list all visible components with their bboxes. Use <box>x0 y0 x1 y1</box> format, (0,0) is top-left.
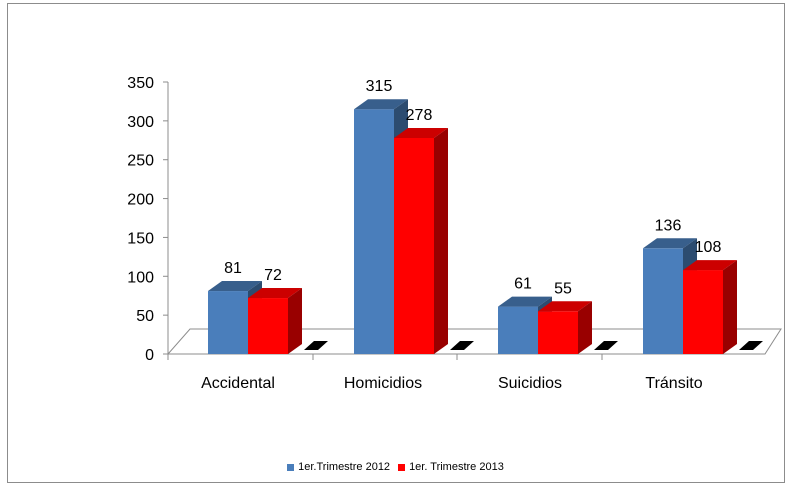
x-category-label: Tránsito <box>645 375 702 392</box>
bar <box>538 311 578 354</box>
x-category-label: Accidental <box>201 375 275 392</box>
bar <box>248 298 288 354</box>
data-label: 72 <box>264 267 282 284</box>
floor-shadow <box>450 341 474 350</box>
bar-top <box>394 127 448 138</box>
bar-side <box>288 288 302 354</box>
bar-top <box>538 301 592 312</box>
bar <box>394 137 434 354</box>
y-tick-label: 200 <box>127 192 154 209</box>
bar-side <box>578 301 592 354</box>
floor-shadow <box>594 341 618 350</box>
bar-top <box>498 296 552 307</box>
bar-top <box>354 99 408 110</box>
bar-top <box>248 288 302 299</box>
data-label: 55 <box>554 280 572 297</box>
bar <box>208 291 248 354</box>
data-label: 136 <box>655 217 682 234</box>
bar-top <box>208 281 262 292</box>
y-tick-label: 100 <box>127 269 154 286</box>
x-category-label: Homicidios <box>344 375 422 392</box>
legend-label: 1er.Trimestre 2012 <box>298 461 391 473</box>
bar-side <box>723 260 737 354</box>
x-category-label: Suicidios <box>498 375 562 392</box>
data-label: 81 <box>224 260 242 277</box>
data-label: 278 <box>406 107 433 124</box>
bar <box>643 248 683 354</box>
legend-item: 1er.Trimestre 2012 <box>287 461 390 473</box>
legend-item: 1er. Trimestre 2013 <box>398 461 504 473</box>
y-tick-label: 150 <box>127 230 154 247</box>
bar-top <box>643 238 697 249</box>
legend-label: 1er. Trimestre 2013 <box>409 461 504 473</box>
data-label: 61 <box>514 276 532 293</box>
floor-shadow <box>739 341 763 350</box>
bar <box>683 270 723 354</box>
y-tick-label: 50 <box>136 308 154 325</box>
y-tick-label: 350 <box>127 75 154 92</box>
bar-side <box>434 127 448 354</box>
y-tick-label: 250 <box>127 153 154 170</box>
data-label: 315 <box>366 78 393 95</box>
legend-swatch <box>398 463 406 471</box>
data-label: 108 <box>695 239 722 256</box>
y-tick-label: 300 <box>127 114 154 131</box>
legend-swatch <box>287 463 295 471</box>
legend: 1er.Trimestre 2012 1er. Trimestre 2013 <box>0 461 791 474</box>
bar <box>354 109 394 354</box>
y-tick-label: 0 <box>145 347 154 364</box>
bar <box>498 306 538 354</box>
floor-shadow <box>304 341 328 350</box>
bar-top <box>683 260 737 271</box>
